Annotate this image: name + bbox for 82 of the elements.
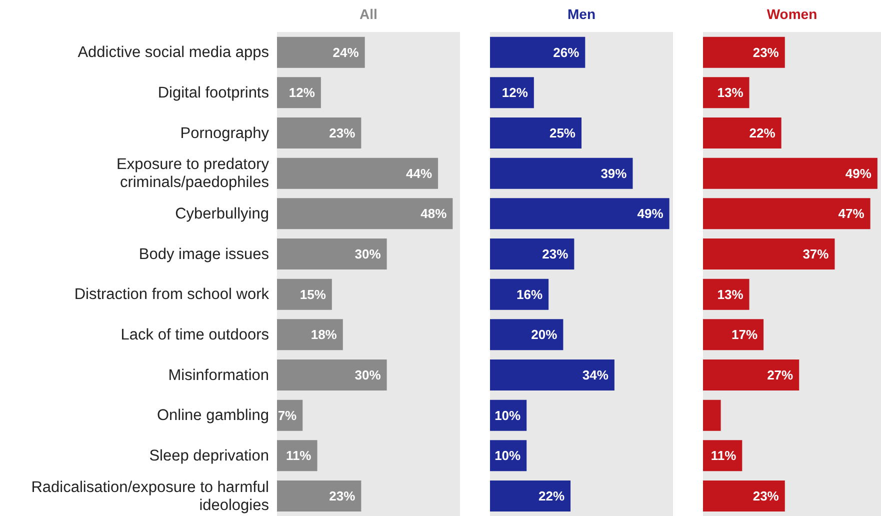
bar — [277, 158, 438, 189]
data-label: 7% — [278, 408, 298, 423]
data-label: 24% — [332, 44, 360, 60]
y-tick-label: Body image issues — [138, 245, 270, 262]
data-label: 37% — [802, 246, 830, 262]
bar — [490, 360, 614, 391]
bar — [277, 480, 362, 512]
data-label: 25% — [549, 126, 576, 141]
y-tick-label: Addictive social media apps — [78, 44, 270, 61]
bar — [277, 77, 321, 108]
bar — [277, 238, 387, 270]
bar — [490, 278, 549, 310]
chart-title: All — [358, 6, 378, 22]
bar — [703, 480, 785, 512]
data-label: 12% — [288, 85, 316, 100]
y-tick-label: Distraction from school work — [74, 286, 270, 303]
data-label: 18% — [310, 327, 338, 342]
bar — [490, 36, 586, 68]
bar — [703, 158, 878, 189]
bar — [490, 158, 633, 189]
data-label: 34% — [582, 368, 609, 383]
y-tick-label: Exposure to predatory criminals/paedophiles — [116, 156, 270, 191]
bar — [703, 118, 782, 149]
bar — [490, 319, 564, 350]
data-label: 22% — [538, 488, 565, 504]
bar — [490, 480, 571, 512]
bar — [703, 77, 750, 108]
bar — [703, 278, 750, 310]
bar — [277, 278, 332, 310]
data-label: 11% — [286, 448, 312, 464]
bar — [703, 360, 800, 391]
bar — [703, 36, 785, 68]
y-tick-label: Cyberbullying — [175, 205, 269, 222]
bar — [277, 198, 453, 230]
bar — [703, 400, 721, 431]
data-label: 23% — [542, 246, 569, 262]
bar — [703, 238, 835, 270]
data-label: 30% — [354, 368, 382, 383]
chart-title: Men — [566, 6, 596, 22]
data-label: 16% — [516, 286, 543, 302]
data-label: 22% — [749, 126, 776, 141]
data-label: 47% — [838, 206, 865, 222]
data-label: 27% — [767, 368, 794, 383]
data-label: 49% — [637, 206, 664, 222]
data-label: 44% — [406, 166, 432, 181]
bar — [490, 77, 534, 108]
data-label: 49% — [845, 166, 872, 181]
bar — [703, 319, 764, 350]
data-label: 23% — [329, 126, 356, 141]
data-label: 23% — [329, 488, 356, 504]
y-tick-label: Sleep deprivation — [149, 447, 269, 464]
data-label: 13% — [717, 286, 744, 302]
data-label: 11% — [710, 448, 737, 464]
data-label: 39% — [600, 166, 628, 181]
data-label: 26% — [553, 44, 580, 60]
y-tick-label: Radicalisation/exposure to harmful ideologies — [31, 478, 270, 514]
bar — [277, 319, 343, 350]
data-label: 20% — [531, 327, 558, 342]
chart-title: Women — [766, 6, 818, 22]
bar — [490, 198, 670, 230]
data-label: 12% — [502, 85, 528, 100]
bar — [277, 360, 387, 391]
data-label: 15% — [300, 286, 326, 302]
y-tick-label: Pornography — [180, 124, 270, 142]
data-label: 30% — [354, 246, 382, 262]
bar — [277, 118, 362, 149]
y-tick-label: Misinformation — [168, 366, 269, 384]
y-tick-label: Lack of time outdoors — [120, 326, 270, 343]
bar — [490, 118, 582, 149]
y-tick-label: Online gambling — [156, 406, 269, 424]
data-label: 48% — [420, 206, 448, 222]
data-label: 23% — [752, 44, 780, 60]
bar — [277, 440, 318, 472]
data-label: 17% — [731, 327, 758, 342]
data-label: 13% — [717, 85, 744, 100]
data-label: 23% — [752, 488, 780, 504]
bar — [277, 36, 365, 68]
bar — [490, 238, 574, 270]
bar — [703, 198, 870, 230]
y-tick-label: Digital footprints — [158, 84, 270, 101]
data-label: 10% — [494, 408, 522, 423]
data-label: 10% — [494, 448, 522, 464]
